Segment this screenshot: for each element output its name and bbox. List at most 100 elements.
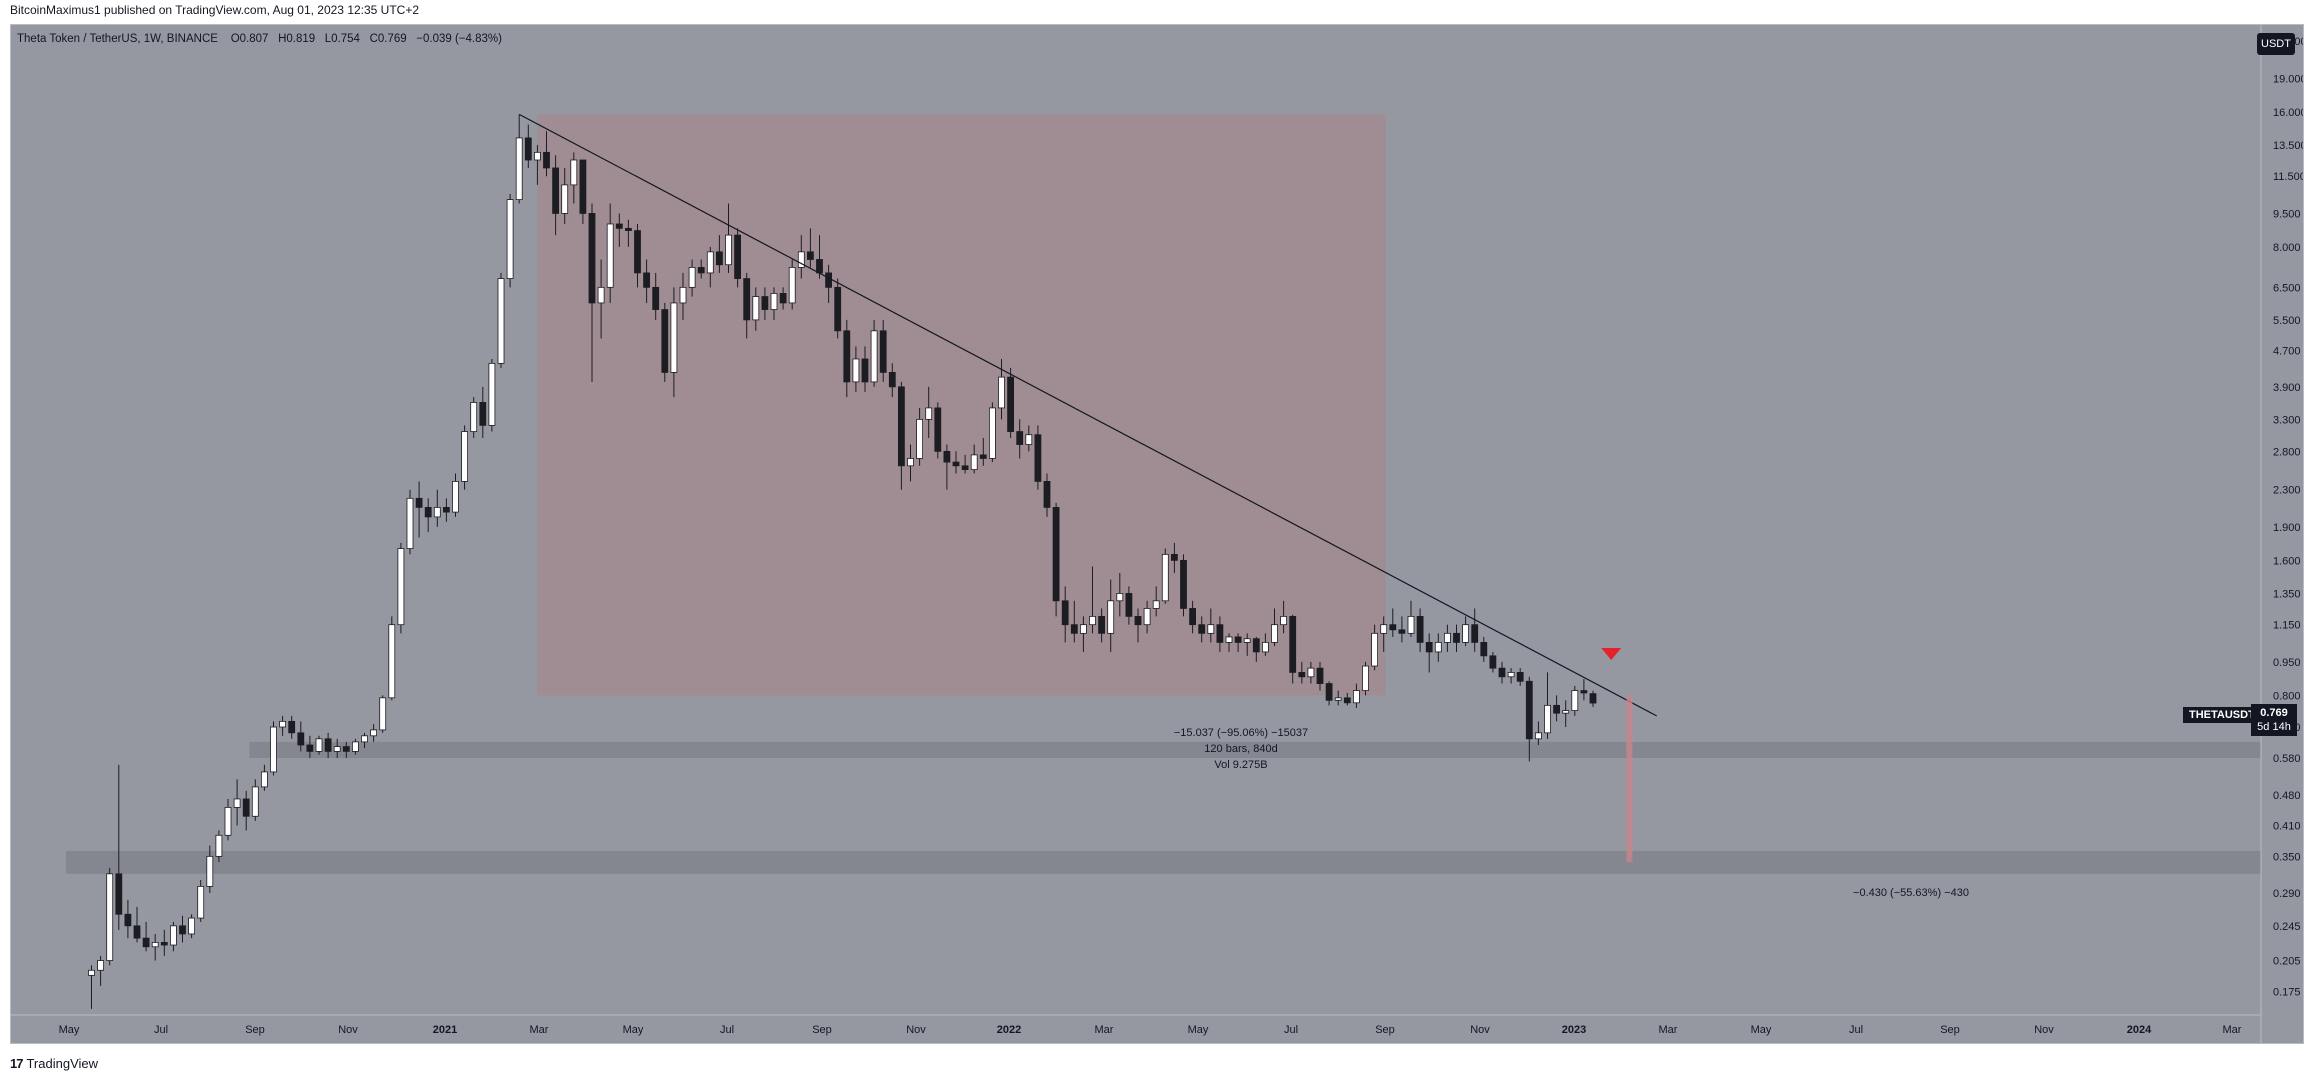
candle-body <box>397 548 405 626</box>
candle-body <box>907 458 914 467</box>
candle-body <box>515 137 523 200</box>
publish-header: BitcoinMaximus1 published on TradingView… <box>0 0 2315 18</box>
price-tick-label: 0.410 <box>2273 821 2301 833</box>
price-tick-label: 3.300 <box>2273 414 2301 426</box>
bar-countdown: 5d 14h <box>2257 721 2291 733</box>
candle-body <box>1334 697 1342 701</box>
candle-body <box>625 227 632 231</box>
price-tick-label: 4.700 <box>2273 346 2301 358</box>
price-tick-label: 6.500 <box>2273 282 2301 294</box>
price-tick-label: 9.500 <box>2273 208 2301 220</box>
candle-body <box>1025 434 1033 445</box>
candle-body <box>716 251 723 266</box>
candle-body <box>1480 642 1488 657</box>
projection-change: −0.430 (−55.63%) −430 <box>1853 887 1969 899</box>
candle-body <box>1052 507 1060 602</box>
time-tick-label: May <box>1751 1024 1772 1036</box>
price-tick-label: 0.480 <box>2273 790 2301 802</box>
candle-body <box>634 230 641 274</box>
candle-body <box>1453 632 1460 643</box>
candle-body <box>779 293 787 304</box>
chart-area[interactable]: 23.00019.00016.00013.50011.5009.5008.000… <box>10 24 2304 1044</box>
candle-body <box>597 286 605 304</box>
open-label: O <box>230 33 240 45</box>
candle-body <box>652 286 660 310</box>
candle-body <box>1116 593 1124 602</box>
candle-body <box>497 278 505 364</box>
time-tick-label: May <box>623 1024 644 1036</box>
high-label: H <box>278 33 287 45</box>
time-tick-label: Sep <box>1375 1024 1395 1036</box>
open-value: 0.807 <box>239 33 269 45</box>
symbol-legend[interactable]: Theta Token / TetherUS, 1W, BINANCE O0.8… <box>17 33 502 45</box>
candle-body <box>1225 636 1233 643</box>
candle-body <box>306 744 314 752</box>
candle-body <box>761 296 769 310</box>
time-tick-label: Nov <box>2034 1024 2054 1036</box>
close-value: 0.769 <box>377 33 407 45</box>
price-tick-label: 1.350 <box>2273 588 2301 600</box>
candle-body <box>661 309 669 373</box>
candle-body <box>807 251 814 260</box>
candle-body <box>406 497 414 549</box>
candle-body <box>570 159 578 186</box>
price-tick-label: 0.350 <box>2273 851 2301 863</box>
candle-body <box>88 969 95 976</box>
price-tick-label: 16.000 <box>2273 107 2303 119</box>
candle-body <box>1080 624 1087 634</box>
candle-body <box>888 372 896 388</box>
candle-body <box>388 624 396 699</box>
price-tick-label: 1.900 <box>2273 522 2301 534</box>
candle-body <box>333 746 341 752</box>
candle-body <box>1380 624 1388 634</box>
candle-body <box>1471 624 1479 643</box>
candle-body <box>1516 672 1524 682</box>
candle-body <box>224 807 232 836</box>
candle-body <box>843 330 851 383</box>
candle-body <box>1271 624 1278 643</box>
candle-body <box>1544 704 1551 734</box>
candle-body <box>1043 480 1051 508</box>
candle-body <box>879 330 887 373</box>
measure-volume: Vol 9.275B <box>1214 759 1268 771</box>
symbol-name[interactable]: Theta Token / TetherUS, 1W, BINANCE <box>17 33 218 45</box>
candle-body <box>615 223 623 229</box>
candle-body <box>825 272 832 288</box>
measure-label-top: −15.037 (−95.06%) −15037 120 bars, 840d … <box>1091 727 1391 771</box>
candle-body <box>1298 672 1306 678</box>
candle-body <box>1507 672 1515 678</box>
candle-body <box>1280 615 1287 626</box>
price-chart[interactable]: 23.00019.00016.00013.50011.5009.5008.000… <box>11 25 2303 1043</box>
candle-body <box>898 386 905 467</box>
candle-body <box>1562 710 1570 714</box>
candle-body <box>1143 608 1151 626</box>
price-tick-label: 11.500 <box>2273 171 2303 183</box>
candle-body <box>1243 638 1251 643</box>
candle-body <box>1407 615 1415 634</box>
ticker-tag: THETAUSDT <box>2183 707 2261 723</box>
candle-body <box>351 741 359 752</box>
candle-body <box>188 917 196 935</box>
candle-body <box>142 937 150 948</box>
candle-body <box>97 960 104 971</box>
price-tick-label: 8.000 <box>2273 242 2301 254</box>
candle-body <box>1198 624 1206 634</box>
candle-body <box>1289 615 1297 673</box>
candle-body <box>534 151 541 161</box>
time-tick-label: Nov <box>1470 1024 1490 1036</box>
candle-body <box>160 942 168 946</box>
candle-body <box>1398 629 1406 634</box>
candle-body <box>870 330 878 383</box>
measure-zone <box>537 114 1386 696</box>
candle-body <box>1007 376 1014 432</box>
candle-body <box>470 402 478 432</box>
candle-body <box>1462 624 1469 643</box>
candle-body <box>861 358 869 383</box>
currency-button[interactable]: USDT <box>2257 33 2295 55</box>
candle-body <box>1107 600 1115 634</box>
time-tick-label: Jul <box>154 1024 168 1036</box>
candle-body <box>506 199 514 279</box>
tradingview-logo[interactable]: 17 TradingView <box>10 1056 98 1071</box>
candle-body <box>916 418 923 459</box>
candle-body <box>1134 615 1142 626</box>
